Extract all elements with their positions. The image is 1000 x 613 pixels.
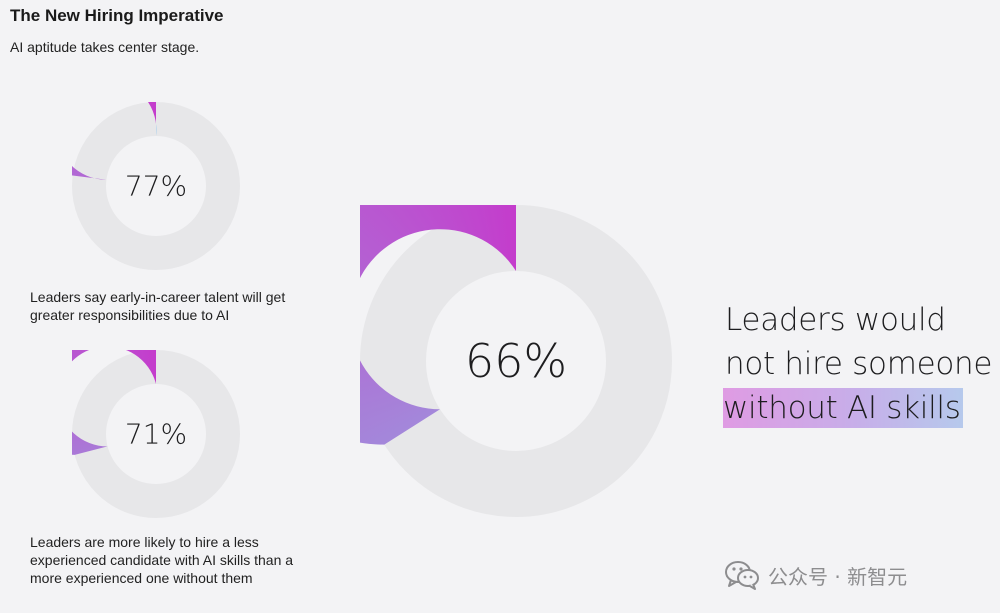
page-subtitle: AI aptitude takes center stage.	[10, 39, 200, 55]
headline-statement: Leaders would not hire someone without A…	[723, 298, 997, 430]
headline-line-1: Leaders would	[725, 302, 946, 338]
donut-3-remainder	[360, 205, 672, 517]
donut-1-remainder	[72, 102, 240, 270]
watermark: 公众号 · 新智元	[724, 560, 907, 590]
watermark-text: 公众号 · 新智元	[768, 564, 908, 589]
donut-1-caption: Leaders say early-in-career talent will …	[30, 289, 286, 323]
donut-chart-2: 71%	[72, 350, 240, 518]
headline-highlight: without AI skills	[723, 388, 963, 428]
headline-line-2: not hire someone	[725, 346, 993, 382]
donut-chart-1: 77%	[72, 102, 240, 270]
donut-2-caption: Leaders are more likely to hire a less e…	[30, 534, 294, 586]
donut-3-center-label: 66%	[465, 334, 567, 388]
donut-chart-3: 66%	[360, 205, 672, 517]
donut-1-center-label: 77%	[125, 170, 187, 203]
donut-2-center-label: 71%	[125, 418, 187, 451]
wechat-icon	[725, 561, 759, 590]
donut-2-remainder	[72, 350, 240, 518]
page-title: The New Hiring Imperative	[10, 6, 224, 25]
